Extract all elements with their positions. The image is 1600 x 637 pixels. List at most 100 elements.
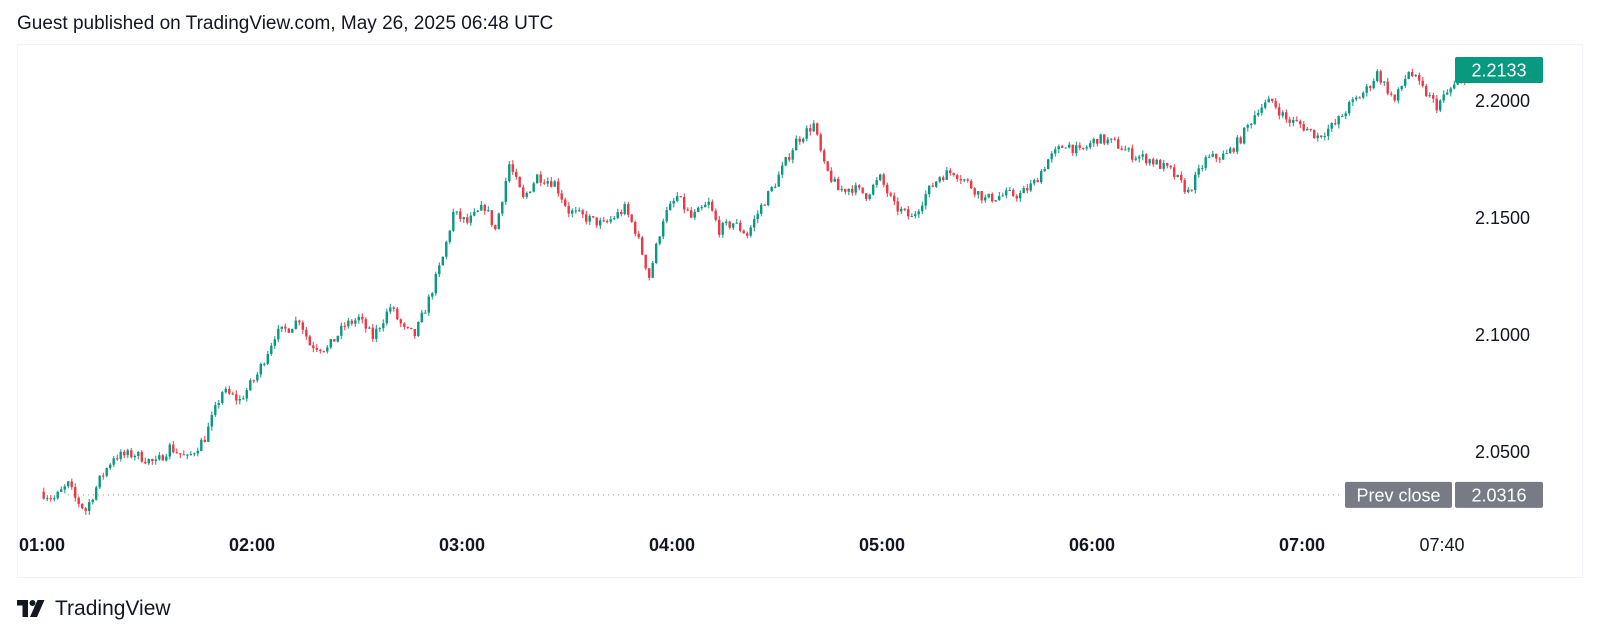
candle-body [686,209,689,211]
candle [84,506,87,515]
candle [214,401,217,417]
candle [364,317,367,333]
candle-body [1365,86,1368,93]
candle [1257,109,1260,117]
tradingview-brand[interactable]: TradingView [55,597,171,620]
candle-body [294,320,297,329]
candle-body [361,316,364,320]
candle-body [1204,157,1207,168]
candle [749,225,752,238]
candle [133,454,136,461]
candle-body [84,508,87,512]
candle-body [1141,154,1144,157]
candle-body [1124,149,1127,151]
candle-body [574,210,577,212]
candle-body [956,175,959,179]
candle-body [1442,94,1445,101]
candle [277,325,280,343]
last-price-label: 2.2133 [1455,57,1543,84]
candle [476,209,479,213]
candle [483,203,486,215]
candle [161,454,164,461]
candle-body [945,170,948,180]
candle-body [658,236,661,244]
candle-body [802,138,805,142]
candle [1124,145,1127,151]
candle-body [490,210,493,226]
candle [315,344,318,352]
candle [319,348,322,354]
candle-body [1043,169,1046,172]
candle-body [109,464,112,469]
candle-body [984,197,987,201]
candle [784,156,787,167]
candle-body [1432,95,1435,99]
candle [263,362,266,367]
candle [466,213,469,225]
candle [907,206,910,220]
candle-body [753,219,756,228]
candle-body [371,327,374,339]
candle-body [770,187,773,192]
candle-body [98,475,101,488]
candle-body [847,188,850,192]
candle [266,350,269,365]
candle [1162,159,1165,172]
candle [669,200,672,211]
candle-body [396,308,399,320]
candle-body [711,201,714,211]
candle-body [550,181,553,187]
candle-body [504,181,507,202]
candle [1421,77,1424,88]
candle [1215,153,1218,163]
candle [1138,154,1141,163]
time-axis[interactable]: 01:00 02:00 03:00 04:00 05:00 06:00 07:00 07:40 [19,535,1465,555]
candle [746,231,749,239]
candle [634,220,637,237]
candle [994,200,997,202]
time-tick-label: 05:00 [859,535,905,555]
candle [1425,83,1428,97]
candle [1316,132,1319,142]
candle-body [1327,128,1330,137]
candle [322,350,325,353]
candle [557,178,560,197]
candle [1386,77,1389,96]
time-tick-label: 06:00 [1069,535,1115,555]
tradingview-logo-icon[interactable] [17,600,47,618]
price-axis[interactable]: 2.2000 2.1500 2.1000 2.0500 [1475,91,1530,462]
candle-body [445,241,448,257]
candle-body [1250,123,1253,125]
candle-body [669,203,672,211]
candle [966,178,969,183]
candle [1061,144,1064,148]
candle [406,326,409,330]
candle [420,309,423,323]
candle-body [1246,124,1249,128]
candle-body [651,262,654,278]
candle [1225,149,1228,155]
candle [224,386,227,394]
candlestick-chart[interactable]: 2.2000 2.1500 2.1000 2.0500 01:00 02:00 03:00… [0,0,1600,590]
candle [935,181,938,188]
candle-body [154,459,157,461]
candle [543,179,546,185]
candle [690,207,693,219]
candle-body [1166,163,1169,166]
candle [49,495,52,502]
candle-body [854,185,857,193]
candle-body [497,213,500,230]
candle [487,206,490,212]
candle-body [1113,138,1116,140]
candle [1211,150,1214,158]
candle-body [459,211,462,219]
candle [1250,122,1253,129]
candle [1358,96,1361,99]
candle [1313,129,1316,139]
candle-body [910,216,913,217]
candle [1201,165,1204,172]
candle-body [1120,148,1123,150]
candle [1393,94,1396,103]
candle-body [623,204,626,214]
candle [473,208,476,217]
